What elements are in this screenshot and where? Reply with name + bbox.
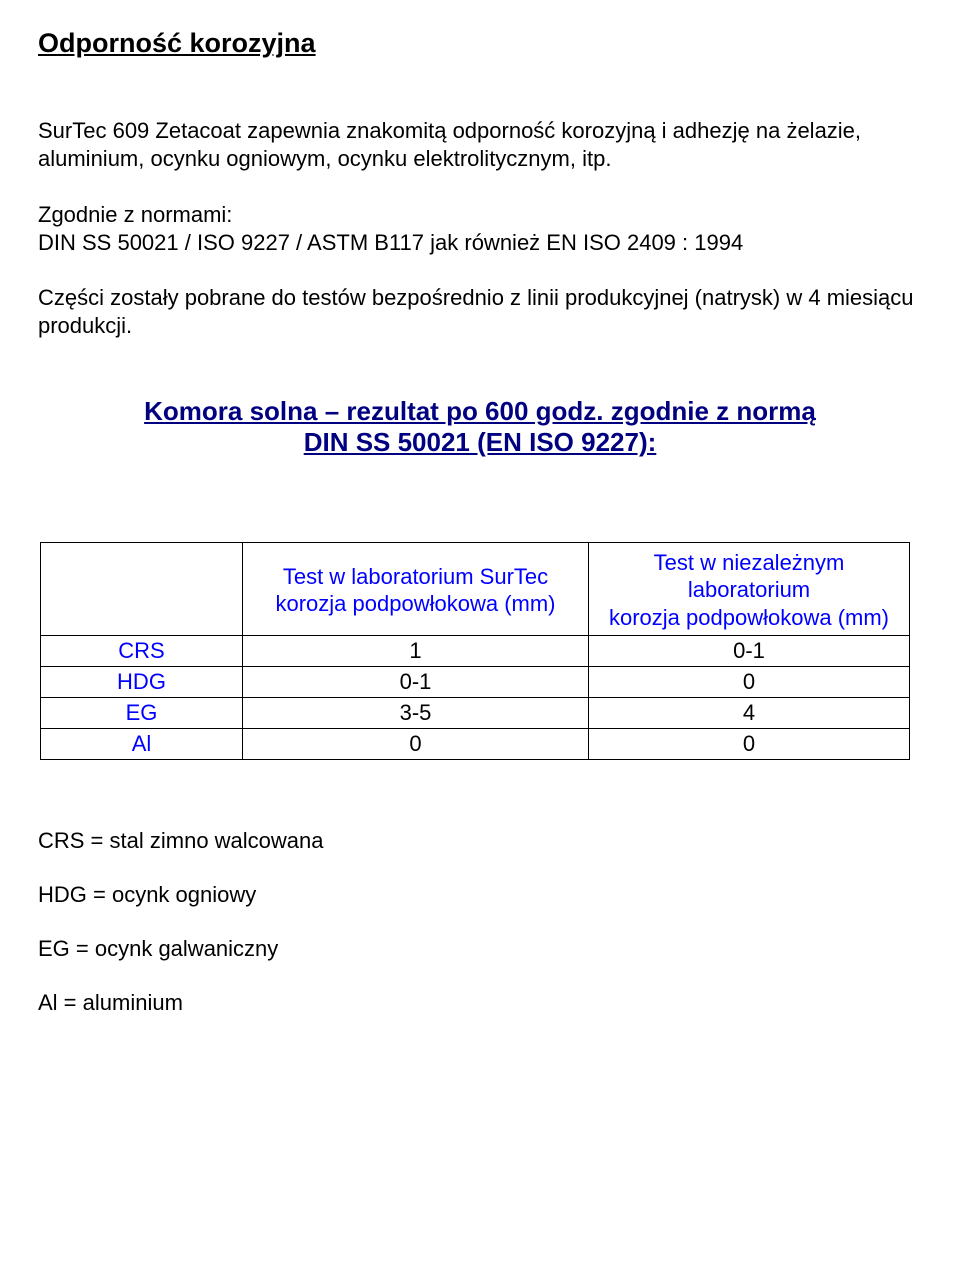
table-header-independent: Test w niezależnym laboratoriumkorozja p…: [589, 542, 910, 636]
table-header-surtec: Test w laboratorium SurTeckorozja podpow…: [243, 542, 589, 636]
row-label: HDG: [41, 667, 243, 698]
table-header-row: Test w laboratorium SurTeckorozja podpow…: [41, 542, 910, 636]
table-cell: 0: [589, 667, 910, 698]
legend-item: HDG = ocynk ogniowy: [38, 882, 922, 908]
legend-item: CRS = stal zimno walcowana: [38, 828, 922, 854]
legend-block: CRS = stal zimno walcowana HDG = ocynk o…: [38, 828, 922, 1016]
subheading-line-2: DIN SS 50021 (EN ISO 9227):: [304, 427, 657, 457]
table-row: CRS 1 0-1: [41, 636, 910, 667]
legend-item: EG = ocynk galwaniczny: [38, 936, 922, 962]
table-cell: 1: [243, 636, 589, 667]
row-label: Al: [41, 729, 243, 760]
table-cell: 0: [589, 729, 910, 760]
table-cell: 3-5: [243, 698, 589, 729]
subheading-line-1: Komora solna – rezultat po 600 godz. zgo…: [144, 396, 816, 426]
table-header-empty: [41, 542, 243, 636]
norms-paragraph: Zgodnie z normami:DIN SS 50021 / ISO 922…: [38, 201, 922, 257]
page-title: Odporność korozyjna: [38, 28, 922, 59]
table-cell: 0: [243, 729, 589, 760]
intro-paragraph: SurTec 609 Zetacoat zapewnia znakomitą o…: [38, 117, 922, 173]
row-label: EG: [41, 698, 243, 729]
section-subheading: Komora solna – rezultat po 600 godz. zgo…: [38, 396, 922, 458]
table-row: EG 3-5 4: [41, 698, 910, 729]
legend-item: Al = aluminium: [38, 990, 922, 1016]
results-table: Test w laboratorium SurTeckorozja podpow…: [40, 542, 910, 761]
sampling-paragraph: Części zostały pobrane do testów bezpośr…: [38, 284, 922, 340]
table-cell: 0-1: [589, 636, 910, 667]
table-row: HDG 0-1 0: [41, 667, 910, 698]
table-cell: 4: [589, 698, 910, 729]
table-row: Al 0 0: [41, 729, 910, 760]
table-cell: 0-1: [243, 667, 589, 698]
row-label: CRS: [41, 636, 243, 667]
